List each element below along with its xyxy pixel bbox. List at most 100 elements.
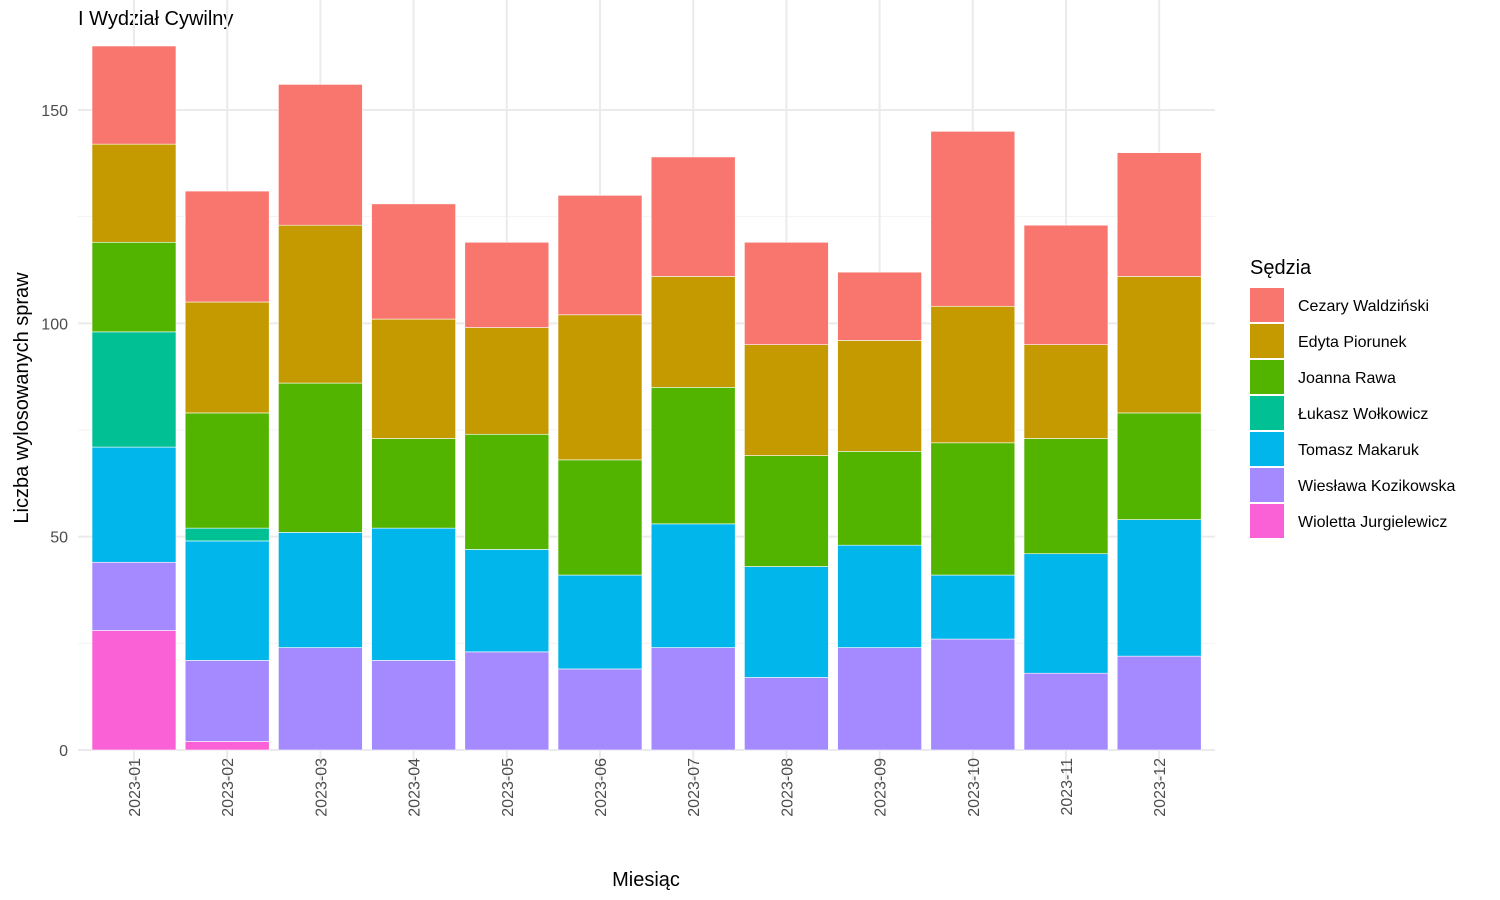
bar-segment — [557, 314, 643, 461]
bar-segment — [650, 387, 736, 525]
bar-segment — [371, 203, 456, 320]
bar-segment — [1023, 438, 1109, 555]
bar-segment — [184, 190, 270, 303]
bar-segment — [650, 523, 736, 648]
legend-swatch — [1250, 468, 1284, 502]
bar-segment — [930, 305, 1016, 444]
bar-segment — [650, 276, 736, 388]
bar-segment — [91, 143, 177, 243]
bar-segment — [464, 327, 550, 435]
legend-label: Joanna Rawa — [1298, 370, 1396, 387]
bar-segment — [1023, 224, 1109, 345]
bar-segment — [930, 442, 1016, 576]
bar-segment — [371, 438, 456, 529]
bar-segment — [464, 549, 550, 653]
bar-segment — [1116, 276, 1202, 414]
bar-segment — [1116, 519, 1202, 657]
x-tick-label: 2023-03 — [313, 758, 330, 817]
x-tick-label: 2023-09 — [873, 758, 890, 817]
y-tick-label: 50 — [50, 530, 68, 547]
legend-swatch — [1250, 324, 1284, 358]
chart-title: I Wydział Cywilny — [78, 8, 234, 30]
bar-segment — [91, 446, 177, 563]
bar-segment — [278, 84, 363, 226]
bar-segment — [1023, 553, 1109, 674]
bar-segment — [464, 651, 550, 751]
bar-segment — [744, 677, 829, 751]
bar-segment — [557, 574, 643, 670]
bar-segment — [278, 532, 363, 648]
bar-segment — [184, 412, 270, 529]
bar-segment — [278, 647, 363, 751]
bar-segment — [91, 331, 177, 448]
bar-segment — [930, 574, 1016, 640]
axes: 0 50 100 150 2023-01 2023-02 2023-03 2023-04 202… — [41, 103, 1169, 817]
bar-segment — [744, 344, 829, 456]
bar-segment — [184, 741, 270, 751]
bars — [91, 45, 1202, 751]
bar-segment — [1116, 655, 1202, 751]
bar-segment — [91, 561, 177, 631]
bar-segment — [91, 45, 177, 145]
bar-segment — [91, 241, 177, 333]
legend: Sędzia Cezary Waldziński Edyta Piorunek Jo… — [1250, 257, 1455, 538]
x-tick-label: 2023-04 — [407, 758, 424, 817]
bar-segment — [557, 668, 643, 751]
bar-segment — [837, 647, 922, 751]
bar-segment — [837, 340, 922, 452]
bar-segment — [557, 459, 643, 576]
bar-segment — [278, 224, 363, 384]
legend-label: Tomasz Makaruk — [1298, 442, 1420, 459]
legend-label: Łukasz Wołkowicz — [1298, 406, 1428, 423]
x-tick-label: 2023-01 — [127, 758, 144, 817]
bar-segment — [184, 527, 270, 542]
bar-segment — [837, 451, 922, 546]
legend-label: Wioletta Jurgielewicz — [1298, 514, 1447, 531]
y-tick-label: 0 — [59, 743, 68, 760]
legend-label: Cezary Waldziński — [1298, 298, 1429, 315]
y-tick-label: 100 — [41, 316, 68, 333]
bar-segment — [371, 527, 456, 661]
legend-swatch — [1250, 288, 1284, 322]
x-tick-label: 2023-07 — [686, 758, 703, 817]
legend-title: Sędzia — [1250, 257, 1312, 279]
bar-segment — [464, 241, 550, 328]
bar-segment — [837, 271, 922, 341]
bar-segment — [930, 131, 1016, 307]
bar-segment — [371, 660, 456, 751]
x-tick-label: 2023-11 — [1059, 758, 1076, 816]
bar-segment — [557, 195, 643, 316]
bar-segment — [184, 660, 270, 742]
bar-segment — [278, 382, 363, 533]
bar-segment — [650, 647, 736, 751]
bar-segment — [837, 544, 922, 648]
bar-segment — [1116, 412, 1202, 520]
bar-segment — [371, 318, 456, 439]
legend-swatch — [1250, 504, 1284, 538]
x-tick-label: 2023-05 — [500, 758, 517, 817]
bar-segment — [184, 301, 270, 414]
bar-segment — [744, 241, 829, 345]
legend-swatch — [1250, 432, 1284, 466]
bar-segment — [930, 638, 1016, 751]
bar-segment — [464, 433, 550, 550]
legend-label: Wiesława Kozikowska — [1298, 478, 1455, 495]
y-tick-label: 150 — [41, 103, 68, 120]
x-tick-label: 2023-12 — [1152, 758, 1169, 817]
x-axis-label: Miesiąc — [612, 869, 680, 891]
bar-segment — [650, 156, 736, 277]
bar-segment — [184, 540, 270, 661]
bar-segment — [744, 566, 829, 678]
bar-segment — [1116, 152, 1202, 277]
x-tick-label: 2023-06 — [593, 758, 610, 817]
bar-segment — [1023, 344, 1109, 439]
x-tick-label: 2023-10 — [966, 758, 983, 817]
bar-segment — [1023, 672, 1109, 751]
y-axis-label: Liczba wylosowanych spraw — [11, 272, 33, 524]
legend-swatch — [1250, 396, 1284, 430]
x-tick-label: 2023-08 — [779, 758, 796, 817]
legend-label: Edyta Piorunek — [1298, 334, 1408, 351]
x-tick-label: 2023-02 — [220, 758, 237, 817]
bar-segment — [744, 455, 829, 567]
